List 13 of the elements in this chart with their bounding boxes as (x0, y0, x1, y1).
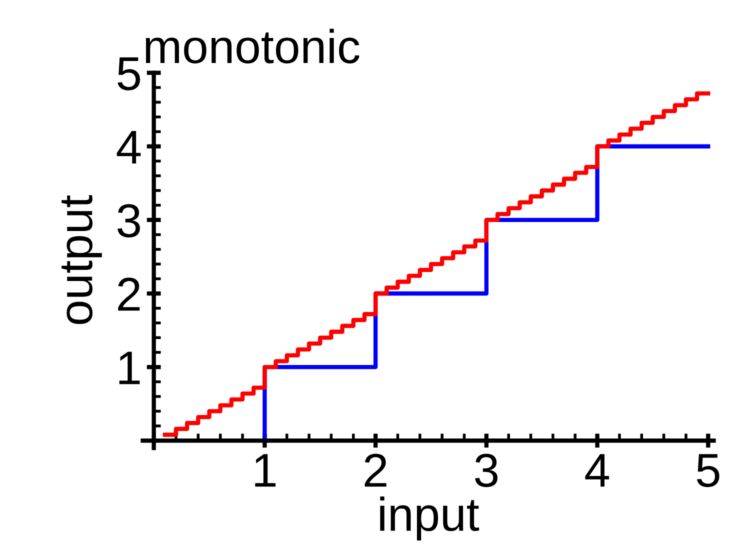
y-tick-label: 5 (118, 57, 140, 90)
x-axis-title: input (380, 496, 480, 540)
x-tick-label: 4 (585, 454, 610, 487)
y-tick-label: 3 (118, 204, 140, 238)
y-tick-label: 4 (116, 130, 141, 164)
x-tick-label: 3 (475, 454, 498, 488)
x-tick-label: 5 (696, 454, 720, 488)
y-tick-label: 2 (118, 278, 140, 311)
chart-title: monotonic (146, 28, 360, 64)
y-tick-label: 1 (119, 352, 140, 384)
x-tick-label: 1 (255, 454, 276, 487)
x-tick-label: 2 (364, 454, 386, 487)
y-axis-title: output (62, 195, 102, 324)
